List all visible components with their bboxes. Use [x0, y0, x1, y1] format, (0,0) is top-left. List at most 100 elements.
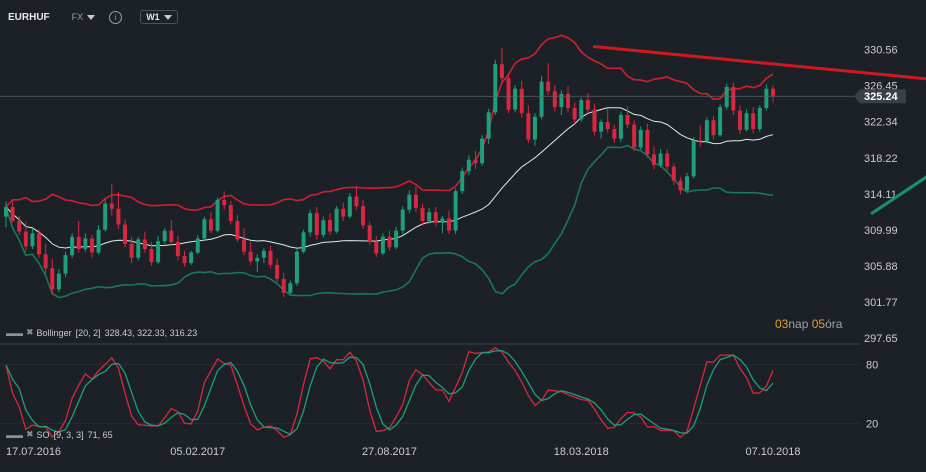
bollinger-lower-line: [5, 144, 774, 299]
candle-body: [308, 213, 313, 233]
candle-body: [89, 238, 94, 253]
candle-body: [116, 208, 121, 225]
candle-body: [4, 206, 8, 217]
current-price-tag: [854, 89, 906, 104]
candle-body: [294, 251, 299, 284]
candle-body: [202, 219, 207, 239]
date-axis-label: 07.10.2018: [745, 446, 800, 458]
bollinger-params: [20, 2]: [75, 327, 101, 338]
candle-body: [427, 212, 432, 222]
candle-body: [632, 124, 637, 148]
close-icon[interactable]: ✖: [26, 327, 33, 337]
candle-body: [658, 153, 663, 165]
candle-body: [592, 109, 597, 132]
candle-body: [771, 88, 775, 97]
candle-body: [731, 86, 736, 111]
bollinger-middle-line: [5, 107, 774, 249]
candle-body: [261, 250, 266, 258]
candle-body: [493, 64, 498, 113]
candle-body: [182, 256, 187, 264]
candle-body: [440, 218, 445, 223]
settings-icon[interactable]: ▬▬: [6, 327, 23, 338]
bollinger-name: Bollinger: [36, 327, 72, 338]
candle-body: [447, 218, 451, 231]
candle-body: [83, 238, 88, 250]
candle-body: [361, 206, 366, 226]
candle-body: [552, 91, 557, 108]
candle-body: [612, 129, 617, 139]
candle-body: [242, 239, 247, 252]
candles-group: [4, 47, 775, 298]
info-icon[interactable]: i: [109, 10, 123, 24]
price-axis-label: 297.65: [864, 333, 898, 345]
candle-body: [222, 199, 227, 206]
countdown-days-unit: nap: [788, 317, 809, 331]
candle-body: [142, 239, 147, 250]
candle-body: [453, 191, 458, 231]
close-icon[interactable]: ✖: [26, 429, 33, 439]
candle-body: [585, 100, 590, 110]
settings-icon[interactable]: ▬▬: [6, 429, 23, 440]
candle-body: [380, 236, 385, 254]
candle-body: [513, 88, 518, 110]
price-axis: 330.56326.45322.34318.22314.11309.99305.…: [864, 45, 898, 345]
candle-body: [473, 159, 478, 164]
candle-body: [420, 207, 425, 222]
candle-body: [123, 224, 128, 244]
candle-body: [103, 203, 108, 230]
candle-body: [460, 171, 465, 192]
candle-body: [519, 88, 524, 114]
candle-body: [341, 208, 346, 217]
countdown-hours-unit: óra: [825, 317, 843, 331]
candle-body: [63, 255, 68, 274]
candle-body: [737, 110, 742, 130]
candle-body: [328, 220, 332, 232]
candle-body: [374, 242, 379, 254]
candle-body: [37, 233, 42, 255]
price-axis-label: 309.99: [864, 225, 898, 237]
candle-body: [301, 232, 306, 252]
candle-body: [30, 233, 35, 247]
stochastic-d-line: [5, 349, 774, 435]
candle-body: [394, 230, 399, 248]
candle-body: [718, 107, 723, 136]
oscillator-axis-label: 20: [866, 418, 878, 430]
symbol-label[interactable]: EURHUF: [8, 11, 50, 23]
candle-countdown: 03nap 05óra: [775, 317, 842, 331]
candle-body: [354, 196, 359, 207]
support-trendline: [870, 175, 926, 215]
bollinger-legend[interactable]: ▬▬ ✖ Bollinger [20, 2] 328.43, 322.33, 3…: [6, 327, 197, 338]
stochastic-legend[interactable]: ▬▬ ✖ SO [9, 3, 3] 71, 65: [6, 429, 113, 440]
candle-body: [764, 88, 769, 108]
candle-body: [235, 221, 240, 240]
candle-body: [651, 154, 656, 165]
candle-body: [724, 86, 729, 108]
candle-body: [70, 236, 75, 256]
candle-body: [704, 120, 709, 142]
candle-body: [156, 241, 161, 263]
candle-body: [367, 225, 372, 243]
market-label: FX: [71, 12, 84, 22]
date-axis-label: 18.03.2018: [554, 446, 609, 458]
candle-body: [559, 93, 564, 108]
market-selector[interactable]: FX: [72, 12, 96, 22]
candle-body: [109, 203, 114, 209]
candle-body: [334, 208, 339, 232]
candle-body: [314, 213, 319, 236]
candle-body: [546, 81, 551, 92]
candle-body: [169, 230, 174, 243]
candle-body: [486, 112, 491, 139]
countdown-hours: 05: [811, 317, 826, 331]
candle-body: [671, 166, 676, 181]
candle-body: [526, 113, 531, 140]
timeframe-selector[interactable]: W1: [140, 10, 178, 24]
stochastic-values: 71, 65: [87, 429, 113, 440]
candle-body: [288, 283, 293, 293]
candle-body: [189, 252, 194, 264]
candle-body: [466, 159, 471, 172]
candle-body: [162, 230, 167, 242]
date-axis-label: 05.02.2017: [170, 446, 225, 458]
candle-body: [665, 153, 670, 167]
